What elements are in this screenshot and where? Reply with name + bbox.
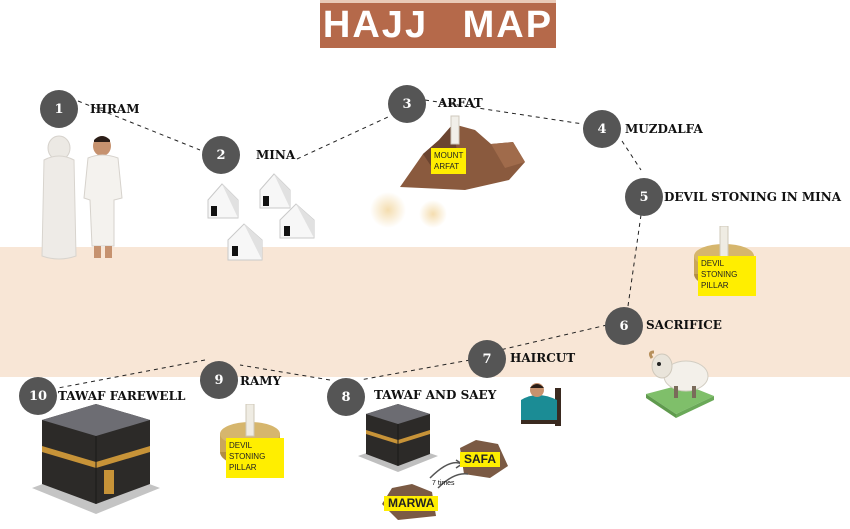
marwa-tag: MARWA (384, 496, 439, 511)
tag-line: STONING (701, 270, 738, 279)
sheep-illustration (646, 350, 714, 418)
glow-illustration (370, 192, 447, 228)
step-marker: 6 (605, 307, 643, 345)
step-marker: 8 (327, 378, 365, 416)
pillar-tag: DEVIL STONING PILLAR (226, 438, 284, 478)
page-title: HAJJ MAP (320, 0, 556, 48)
step-label: DEVIL STONING IN MINA (664, 190, 842, 204)
step-marker: 9 (200, 361, 238, 399)
mount-arfat-tag: MOUNT ARFAT (431, 148, 467, 174)
step-marker: 5 (625, 178, 663, 216)
step-label: HAIRCUT (510, 351, 576, 365)
tents-illustration (207, 173, 315, 261)
step-label: RAMY (240, 374, 282, 388)
tag-line: DEVIL (701, 259, 725, 268)
step-marker: 2 (202, 136, 240, 174)
kaaba-illustration (32, 404, 160, 514)
tag-line: STONING (229, 452, 266, 461)
step-marker: 4 (583, 110, 621, 148)
seven-times-label: 7 times (432, 480, 455, 487)
step-label: ARFAT (438, 96, 483, 110)
step-label: SACRIFICE (646, 318, 722, 332)
safa-tag: SAFA (460, 452, 501, 467)
tag-line: ARFAT (434, 162, 460, 171)
step-label: TAWAF AND SAEY (374, 388, 497, 402)
pilgrims-illustration (41, 135, 123, 260)
tag-line: PILLAR (229, 463, 257, 472)
step-label: MINA (256, 148, 296, 162)
tag-line: PILLAR (701, 281, 729, 290)
step-marker: 10 (19, 377, 57, 415)
step-marker: 7 (468, 340, 506, 378)
barber-illustration (521, 383, 561, 426)
step-label: IHRAM (90, 102, 140, 116)
tag-line: MOUNT (434, 151, 464, 160)
tag-line: DEVIL (229, 441, 253, 450)
step-marker: 3 (388, 85, 426, 123)
kaaba-illustration (358, 404, 438, 472)
step-label: TAWAF FAREWELL (58, 389, 186, 403)
pillar-tag: DEVIL STONING PILLAR (698, 256, 756, 296)
step-label: MUZDALFA (625, 122, 703, 136)
step-marker: 1 (40, 90, 78, 128)
